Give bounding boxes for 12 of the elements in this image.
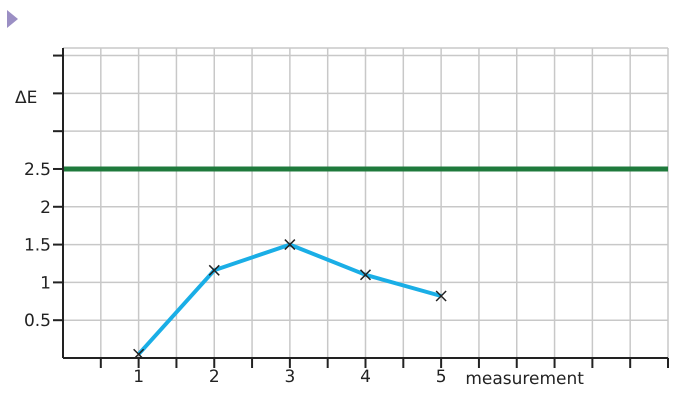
y-tick-label: 2 — [40, 198, 51, 218]
x-tick-label: 3 — [284, 367, 296, 388]
x-tick-label: 5 — [436, 367, 447, 388]
y-tick-label: 1 — [40, 273, 51, 294]
x-axis-title: measurement — [465, 369, 584, 389]
y-tick-label: 2.5 — [24, 160, 51, 180]
y-tick-label: 1.5 — [24, 236, 51, 256]
x-tick-label: 2 — [208, 367, 220, 388]
x-tick-label: 4 — [360, 367, 371, 388]
y-axis-title: ΔE — [15, 88, 38, 108]
x-tick-label: 1 — [133, 367, 144, 388]
y-tick-label: 0.5 — [24, 311, 51, 332]
